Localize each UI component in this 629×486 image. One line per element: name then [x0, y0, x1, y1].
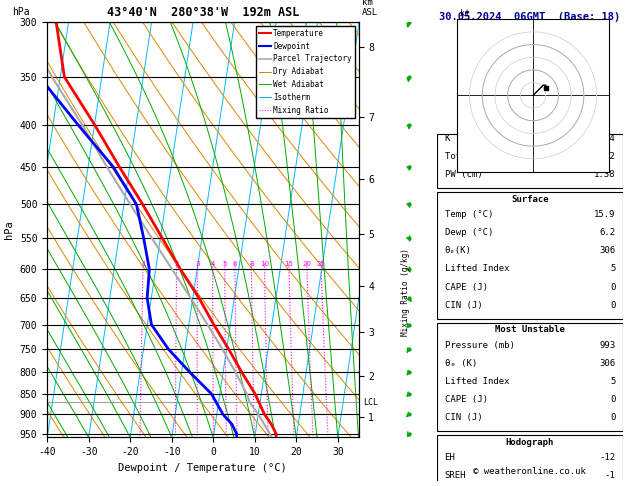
Text: 306: 306: [599, 359, 615, 368]
Text: 5: 5: [610, 264, 615, 274]
Text: 1: 1: [141, 260, 145, 266]
Text: 30.05.2024  06GMT  (Base: 18): 30.05.2024 06GMT (Base: 18): [439, 12, 621, 22]
Text: Dewp (°C): Dewp (°C): [445, 228, 493, 237]
Text: 6.2: 6.2: [599, 228, 615, 237]
Text: 14: 14: [604, 134, 615, 143]
Text: 0: 0: [610, 301, 615, 310]
X-axis label: Dewpoint / Temperature (°C): Dewpoint / Temperature (°C): [118, 463, 287, 473]
Text: CIN (J): CIN (J): [445, 301, 482, 310]
Text: Pressure (mb): Pressure (mb): [445, 341, 515, 349]
Text: SREH: SREH: [445, 471, 466, 480]
Bar: [437, 134, 623, 188]
Text: Lifted Index: Lifted Index: [445, 264, 509, 274]
Text: 6: 6: [233, 260, 237, 266]
Bar: [437, 192, 623, 319]
Text: 1.38: 1.38: [594, 170, 615, 179]
Text: LCL: LCL: [363, 398, 377, 407]
Text: Temp (°C): Temp (°C): [445, 210, 493, 219]
Text: © weatheronline.co.uk: © weatheronline.co.uk: [474, 468, 586, 476]
Text: K: K: [445, 134, 450, 143]
Text: 5: 5: [223, 260, 227, 266]
Text: Hodograph: Hodograph: [506, 438, 554, 447]
Text: 5: 5: [610, 377, 615, 386]
Text: -12: -12: [599, 453, 615, 462]
Text: 15.9: 15.9: [594, 210, 615, 219]
Text: θₑ(K): θₑ(K): [445, 246, 472, 255]
Text: 0: 0: [610, 282, 615, 292]
Text: CAPE (J): CAPE (J): [445, 395, 487, 404]
Text: 4: 4: [211, 260, 215, 266]
Text: θₑ (K): θₑ (K): [445, 359, 477, 368]
Text: km
ASL: km ASL: [362, 0, 378, 17]
Text: hPa: hPa: [13, 7, 30, 17]
Text: 10: 10: [260, 260, 269, 266]
Bar: [437, 435, 623, 486]
Text: 993: 993: [599, 341, 615, 349]
Text: 0: 0: [610, 413, 615, 422]
Text: Mixing Ratio (g/kg): Mixing Ratio (g/kg): [401, 248, 410, 336]
Text: 306: 306: [599, 246, 615, 255]
Text: 25: 25: [316, 260, 325, 266]
Title: 43°40'N  280°38'W  192m ASL: 43°40'N 280°38'W 192m ASL: [107, 6, 299, 19]
Text: Surface: Surface: [511, 195, 548, 204]
Text: -1: -1: [604, 471, 615, 480]
Bar: [437, 323, 623, 431]
Text: Most Unstable: Most Unstable: [495, 325, 565, 334]
Text: Totals Totals: Totals Totals: [445, 152, 515, 161]
Text: CIN (J): CIN (J): [445, 413, 482, 422]
Text: CAPE (J): CAPE (J): [445, 282, 487, 292]
Text: kt: kt: [460, 9, 470, 18]
Text: 15: 15: [284, 260, 293, 266]
Legend: Temperature, Dewpoint, Parcel Trajectory, Dry Adiabat, Wet Adiabat, Isotherm, Mi: Temperature, Dewpoint, Parcel Trajectory…: [256, 26, 355, 118]
Text: 2: 2: [174, 260, 179, 266]
Text: 42: 42: [604, 152, 615, 161]
Text: Lifted Index: Lifted Index: [445, 377, 509, 386]
Text: EH: EH: [445, 453, 455, 462]
Text: 0: 0: [610, 395, 615, 404]
Text: PW (cm): PW (cm): [445, 170, 482, 179]
Text: 3: 3: [195, 260, 199, 266]
Text: 20: 20: [303, 260, 311, 266]
Text: 8: 8: [249, 260, 253, 266]
Y-axis label: hPa: hPa: [4, 220, 14, 239]
